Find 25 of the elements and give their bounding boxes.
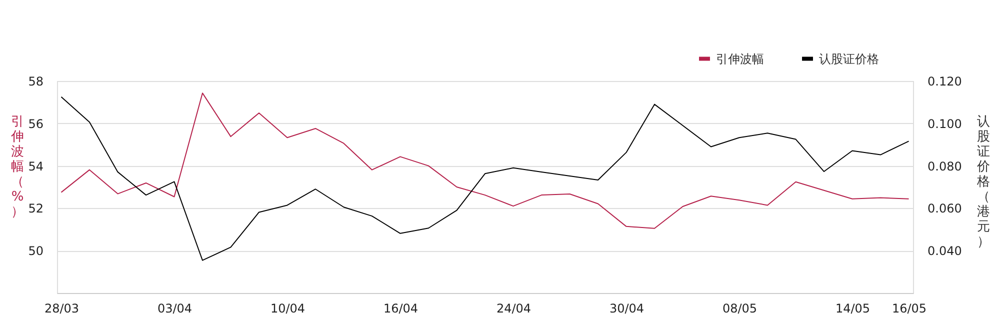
y2-tick-label: 0.060 <box>928 202 962 216</box>
y-tick-label: 54 <box>28 159 44 174</box>
x-tick-label: 03/04 <box>157 302 192 316</box>
y-tick-label: 56 <box>28 116 44 131</box>
x-tick-label: 16/04 <box>383 302 418 316</box>
x-tick-label: 30/04 <box>609 302 644 316</box>
x-tick-label: 24/04 <box>496 302 532 316</box>
line-series <box>60 92 910 229</box>
y-axis-title: 引伸波幅（%） <box>10 114 24 220</box>
y2-tick-label: 0.040 <box>928 244 962 258</box>
x-tick-label: 16/05 <box>892 302 927 316</box>
y2-tick-label: 0.080 <box>928 159 962 174</box>
x-tick-label: 14/05 <box>835 302 870 316</box>
y-tick-label: 52 <box>28 202 44 216</box>
x-tick-label: 28/03 <box>44 302 80 316</box>
y2-tick-label: 0.120 <box>928 74 962 88</box>
legend-label: 引伸波幅 <box>716 52 764 66</box>
text: 认股证价格（港元） <box>977 114 990 250</box>
line-series <box>60 96 910 261</box>
y-tick-label: 58 <box>28 74 44 88</box>
x-tick-label: 10/04 <box>270 302 306 316</box>
x-tick-label: 08/05 <box>722 302 758 316</box>
y2-tick-label: 0.100 <box>928 116 962 131</box>
y-tick-label: 50 <box>28 244 44 258</box>
legend-label: 认股证价格 <box>819 52 879 66</box>
